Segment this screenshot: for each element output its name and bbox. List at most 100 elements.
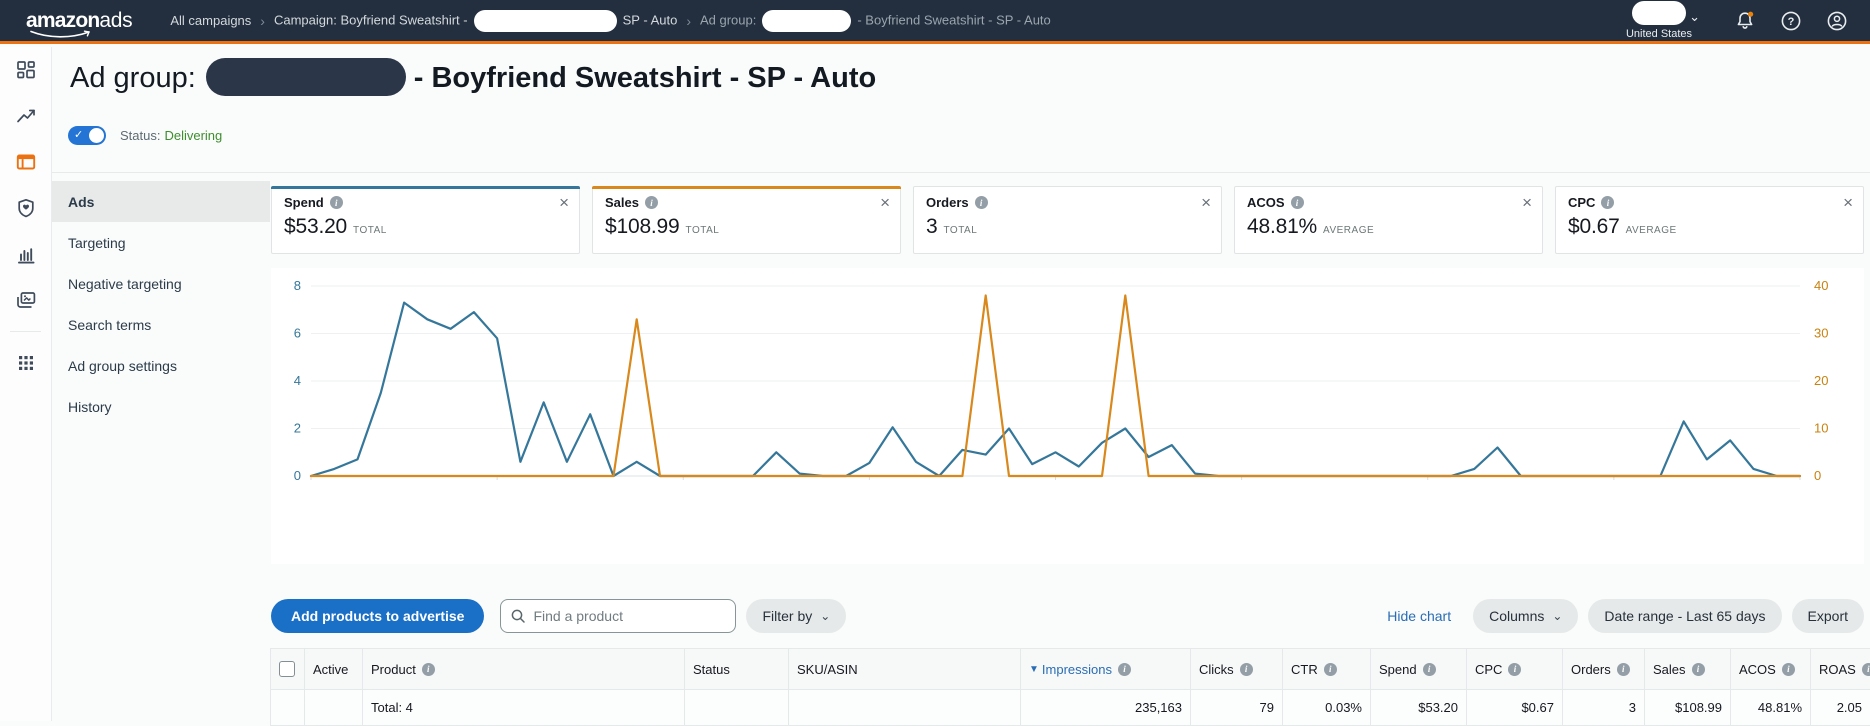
column-sku-asin[interactable]: SKU/ASIN (789, 649, 1021, 690)
sidebar-item-targeting[interactable]: Targeting (52, 222, 270, 263)
status-value: Delivering (164, 128, 222, 143)
total-spend: $53.20 (1371, 690, 1467, 726)
rail-apps-button[interactable] (0, 340, 52, 386)
left-axis-tick: 4 (294, 373, 301, 388)
product-search (500, 599, 736, 633)
page-title-suffix: - Boyfriend Sweatshirt - SP - Auto (414, 62, 876, 94)
help-button[interactable]: ? (1768, 0, 1814, 41)
sidebar-item-negative-targeting[interactable]: Negative targeting (52, 263, 270, 304)
info-icon[interactable]: i (1862, 663, 1870, 676)
rail-brand-protect-button[interactable] (0, 185, 52, 231)
metric-value: $0.67 (1568, 215, 1620, 239)
close-icon[interactable]: × (559, 194, 569, 211)
account-button[interactable] (1814, 0, 1860, 41)
rail-creatives-button[interactable] (0, 277, 52, 323)
filter-by-button[interactable]: Filter by⌄ (746, 599, 846, 633)
info-icon[interactable]: i (1692, 663, 1705, 676)
help-icon: ? (1779, 9, 1803, 33)
column-status[interactable]: Status (685, 649, 789, 690)
info-icon[interactable]: i (1782, 663, 1795, 676)
search-icon (510, 608, 526, 624)
date-range-button[interactable]: Date range - Last 65 days (1588, 599, 1781, 633)
country-selector[interactable]: ⌄ United States (1604, 1, 1714, 40)
campaigns-icon (15, 151, 37, 173)
rail-campaigns-button[interactable] (0, 139, 52, 185)
sidebar-item-label: History (68, 399, 112, 415)
amazon-ads-logo[interactable]: amazonads (26, 9, 132, 33)
redacted-account-name (1632, 1, 1686, 25)
metric-unit: TOTAL (353, 225, 387, 236)
status-toggle[interactable]: ✓ (68, 126, 106, 145)
metric-label: CPC (1568, 195, 1595, 210)
status-row: ✓ Status: Delivering (68, 126, 222, 145)
breadcrumb: All campaigns › Campaign: Boyfriend Swea… (170, 10, 1050, 32)
sidebar-menu: Ads Targeting Negative targeting Search … (52, 181, 270, 427)
info-icon[interactable]: i (1118, 663, 1131, 676)
close-icon[interactable]: × (1843, 194, 1853, 211)
info-icon[interactable]: i (1291, 196, 1304, 209)
find-product-input[interactable] (500, 599, 736, 633)
notification-badge-dot (1748, 11, 1753, 16)
info-icon[interactable]: i (975, 196, 988, 209)
hide-chart-link[interactable]: Hide chart (1387, 608, 1451, 624)
sidebar-item-label: Ad group settings (68, 358, 177, 374)
rail-dashboard-button[interactable] (0, 47, 52, 93)
rail-metrics-button[interactable] (0, 231, 52, 277)
info-icon[interactable]: i (1617, 663, 1630, 676)
left-axis-tick: 0 (294, 468, 301, 483)
brand-protect-icon (15, 197, 37, 219)
info-icon[interactable]: i (645, 196, 658, 209)
column-label: Clicks (1199, 662, 1234, 677)
metric-unit: AVERAGE (1323, 225, 1374, 236)
total-cell-empty (685, 690, 789, 726)
column-active[interactable]: Active (305, 649, 363, 690)
column-label: Active (313, 662, 348, 677)
total-orders: 3 (1563, 690, 1645, 726)
column-label: Status (693, 662, 730, 677)
total-products: Total: 4 (363, 690, 685, 726)
columns-button[interactable]: Columns⌄ (1473, 599, 1578, 633)
sidebar-item-history[interactable]: History (52, 386, 270, 427)
sidebar-item-ad-group-settings[interactable]: Ad group settings (52, 345, 270, 386)
breadcrumb-campaign[interactable]: Campaign: Boyfriend Sweatshirt -SP - Aut… (274, 10, 677, 32)
select-all-checkbox[interactable] (279, 661, 295, 677)
rail-insights-button[interactable] (0, 93, 52, 139)
close-icon[interactable]: × (1522, 194, 1532, 211)
breadcrumb-all-campaigns[interactable]: All campaigns (170, 13, 251, 28)
notifications-button[interactable] (1722, 0, 1768, 41)
info-icon[interactable]: i (1240, 663, 1253, 676)
info-icon[interactable]: i (330, 196, 343, 209)
info-icon[interactable]: i (1508, 663, 1521, 676)
breadcrumb-separator: › (686, 13, 691, 29)
close-icon[interactable]: × (1201, 194, 1211, 211)
sidebar-item-search-terms[interactable]: Search terms (52, 304, 270, 345)
total-sales: $108.99 (1645, 690, 1731, 726)
logo-amazon-text: amazon (26, 9, 99, 32)
add-products-button[interactable]: Add products to advertise (271, 599, 484, 633)
info-icon[interactable]: i (1324, 663, 1337, 676)
info-icon[interactable]: i (1601, 196, 1614, 209)
info-icon[interactable]: i (422, 663, 435, 676)
export-button[interactable]: Export (1792, 599, 1864, 633)
column-label: Sales (1653, 662, 1686, 677)
sidebar-item-ads[interactable]: Ads (52, 181, 270, 222)
total-acos: 48.81% (1731, 690, 1811, 726)
breadcrumb-campaign-prefix: Campaign: Boyfriend Sweatshirt - (274, 12, 468, 27)
right-axis-tick: 30 (1814, 326, 1828, 341)
chevron-down-icon: ⌄ (1689, 9, 1700, 25)
info-icon[interactable]: i (1423, 663, 1436, 676)
close-icon[interactable]: × (880, 194, 890, 211)
